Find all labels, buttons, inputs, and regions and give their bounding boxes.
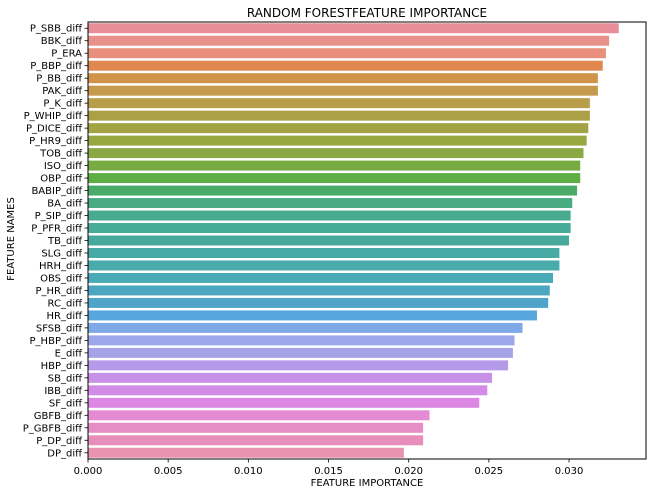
- bar-tob-diff: [88, 148, 584, 159]
- y-tick-label: SB_diff: [48, 373, 83, 384]
- bar-p-hr-diff: [88, 285, 550, 296]
- y-tick-label: TOB_diff: [39, 149, 83, 160]
- bar-hr-diff: [88, 310, 537, 321]
- bar-hrh-diff: [88, 260, 560, 271]
- x-tick-label: 0.025: [475, 466, 504, 477]
- bar-pak-diff: [88, 85, 598, 96]
- bar-gbfb-diff: [88, 410, 430, 421]
- y-tick-label: OBP_diff: [40, 174, 83, 185]
- x-tick-labels: 0.000 0.005 0.010 0.015 0.020 0.025 0.030: [74, 459, 584, 477]
- bar-obs-diff: [88, 272, 553, 283]
- y-tick-label: BABIP_diff: [31, 186, 83, 197]
- bar-tb-diff: [88, 235, 570, 246]
- chart-title: RANDOM FORESTFEATURE IMPORTANCE: [247, 6, 487, 20]
- x-tick-label: 0.000: [74, 466, 103, 477]
- x-tick-label: 0.030: [555, 466, 584, 477]
- bar-babip-diff: [88, 185, 578, 196]
- y-tick-label: E_diff: [55, 348, 83, 359]
- y-tick-label: P_PFR_diff: [31, 224, 83, 235]
- bar-rc-diff: [88, 297, 549, 308]
- y-tick-label: P_BB_diff: [36, 74, 83, 85]
- y-tick-label: P_SIP_diff: [35, 211, 83, 222]
- bar-p-dice-diff: [88, 123, 589, 134]
- bar-p-dp-diff: [88, 435, 424, 446]
- bar-p-hbp-diff: [88, 335, 515, 346]
- y-axis-label: FEATURE NAMES: [6, 197, 17, 281]
- x-tick-label: 0.020: [394, 466, 423, 477]
- bar-p-bbp-diff: [88, 60, 603, 71]
- bar-p-bb-diff: [88, 73, 598, 84]
- y-tick-label: DP_diff: [47, 448, 83, 459]
- bar-p-pfr-diff: [88, 223, 571, 234]
- bar-dp-diff: [88, 447, 404, 458]
- y-tick-label: HBP_diff: [41, 361, 84, 372]
- y-tick-label: HRH_diff: [39, 261, 83, 272]
- y-tick-label: P_GBFB_diff: [23, 423, 83, 434]
- plot-frame: [87, 21, 647, 460]
- bar-ba-diff: [88, 198, 573, 209]
- x-tick-label: 0.005: [154, 466, 183, 477]
- y-tick-label: P_ERA: [51, 49, 82, 60]
- y-tick-label: P_K_diff: [43, 99, 83, 110]
- y-tick-label: IBB_diff: [44, 386, 83, 397]
- y-tick-label: TB_diff: [47, 236, 83, 247]
- bar-obp-diff: [88, 173, 581, 184]
- y-tick-label: RC_diff: [48, 298, 84, 309]
- y-tick-label: SLG_diff: [41, 248, 83, 259]
- bar-sf-diff: [88, 397, 480, 408]
- bar-p-whip-diff: [88, 110, 590, 121]
- bar-p-gbfb-diff: [88, 422, 424, 433]
- y-tick-label: ISO_diff: [44, 161, 83, 172]
- y-tick-label: BBK_diff: [41, 36, 83, 47]
- y-tick-label: P_DICE_diff: [26, 124, 83, 135]
- bar-hbp-diff: [88, 360, 509, 371]
- y-tick-label: P_HBP_diff: [30, 336, 84, 347]
- y-tick-label: HR_diff: [47, 311, 84, 322]
- y-tick-label: PAK_diff: [42, 86, 83, 97]
- y-tick-label: SF_diff: [49, 398, 83, 409]
- bar-e-diff: [88, 347, 513, 358]
- y-tick-label: P_DP_diff: [36, 436, 83, 447]
- x-axis-label: FEATURE IMPORTANCE: [311, 478, 424, 489]
- y-tick-label: GBFB_diff: [34, 411, 83, 422]
- y-tick-label: P_WHIP_diff: [24, 111, 84, 122]
- y-tick-label: P_BBP_diff: [30, 61, 83, 72]
- bar-p-hr9-diff: [88, 135, 587, 146]
- bar-bbk-diff: [88, 35, 610, 46]
- bar-sfsb-diff: [88, 322, 523, 333]
- bar-p-k-diff: [88, 98, 590, 109]
- y-tick-label: OBS_diff: [40, 273, 83, 284]
- bar-p-sip-diff: [88, 210, 571, 221]
- bar-p-sbb-diff: [88, 23, 619, 34]
- x-tick-label: 0.010: [234, 466, 263, 477]
- bar-ibb-diff: [88, 385, 488, 396]
- y-tick-label: BA_diff: [47, 199, 83, 210]
- bars-group: [88, 23, 619, 458]
- bar-p-era: [88, 48, 606, 59]
- x-tick-label: 0.015: [314, 466, 343, 477]
- y-tick-label: P_SBB_diff: [30, 24, 83, 35]
- bar-slg-diff: [88, 247, 560, 258]
- bar-iso-diff: [88, 160, 581, 171]
- bar-sb-diff: [88, 372, 493, 383]
- y-tick-label: P_HR_diff: [35, 286, 83, 297]
- y-tick-label: P_HR9_diff: [29, 136, 83, 147]
- y-tick-label: SFSB_diff: [36, 323, 83, 334]
